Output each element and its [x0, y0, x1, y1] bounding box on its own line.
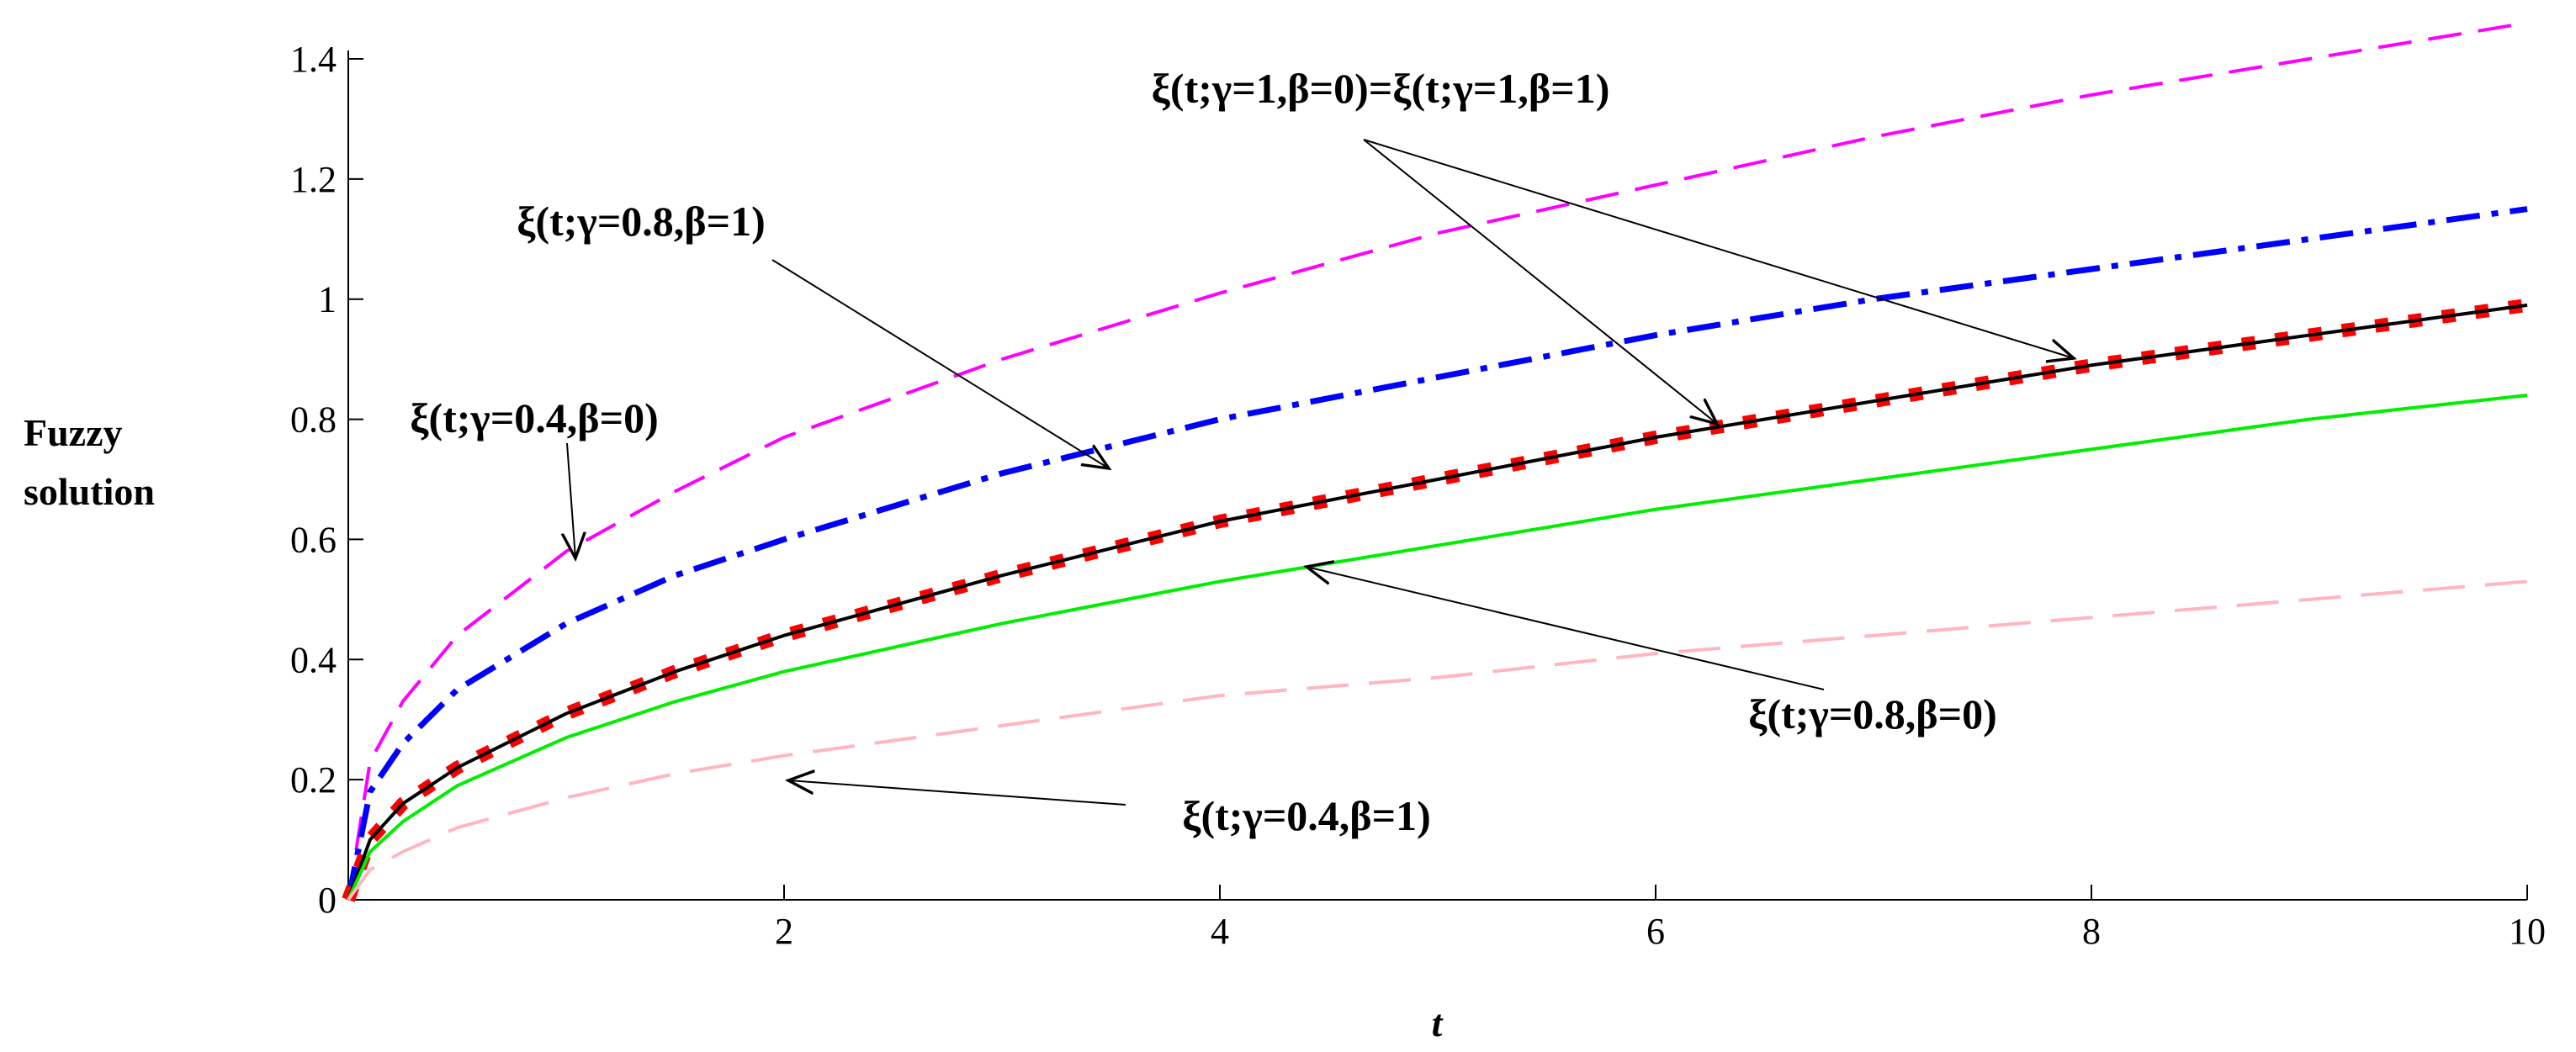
y-tick-label: 0.8 [290, 399, 337, 441]
y-tick-label: 0.2 [290, 759, 337, 801]
y-axis-label: solution [24, 470, 155, 513]
annotation: ξ(t;γ=0.4,β=1) [1182, 792, 1431, 839]
x-tick-label: 2 [775, 911, 793, 952]
y-tick-label: 0.6 [290, 519, 337, 560]
series-line [347, 394, 2528, 901]
y-tick-label: 1.4 [290, 39, 337, 80]
x-tick-label: 8 [2082, 911, 2101, 952]
series-line [347, 579, 2528, 901]
annotation: ξ(t;γ=1,β=0)=ξ(t;γ=1,β=1) [1152, 65, 1610, 112]
y-axis-label: Fuzzy [24, 411, 123, 454]
x-axis-label: t [1432, 1002, 1444, 1044]
annotation-arrow [788, 780, 1126, 806]
annotation-arrow [567, 442, 575, 558]
y-tick-label: 1 [318, 279, 337, 320]
series-line [347, 303, 2528, 901]
y-tick-label: 1.2 [290, 159, 337, 200]
x-tick-label: 10 [2509, 911, 2546, 952]
annotation-arrow [1307, 567, 1825, 690]
series-line [347, 21, 2528, 901]
series-line [342, 298, 2529, 902]
annotation-arrow [771, 259, 1109, 468]
x-tick-label: 4 [1211, 911, 1229, 952]
y-tick-label: 0.4 [290, 639, 337, 680]
x-tick-label: 6 [1646, 911, 1665, 952]
annotation: ξ(t;γ=0.8,β=1) [517, 198, 766, 245]
annotation-arrow [1363, 139, 1717, 424]
y-tick-label: 0 [318, 880, 337, 921]
annotation: ξ(t;γ=0.8,β=0) [1748, 690, 1997, 737]
series-line [345, 206, 2528, 901]
annotation: ξ(t;γ=0.4,β=0) [410, 394, 659, 441]
annotation-arrow [1363, 139, 2074, 358]
